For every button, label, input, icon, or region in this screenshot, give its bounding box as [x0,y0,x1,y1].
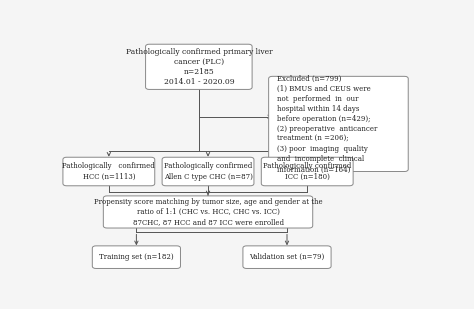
FancyBboxPatch shape [162,157,254,186]
Text: Pathologically   confirmed
HCC (n=1113): Pathologically confirmed HCC (n=1113) [63,163,155,180]
Text: Pathologically confirmed
Allen C type CHC (n=87): Pathologically confirmed Allen C type CH… [164,163,253,180]
FancyBboxPatch shape [103,196,313,228]
FancyBboxPatch shape [92,246,181,269]
FancyBboxPatch shape [269,76,408,171]
Text: Propensity score matching by tumor size, age and gender at the
ratio of 1:1 (CHC: Propensity score matching by tumor size,… [94,198,322,226]
Text: Pathologically confirmed primary liver
cancer (PLC)
n=2185
2014.01 - 2020.09: Pathologically confirmed primary liver c… [126,48,272,86]
Text: Training set (n=182): Training set (n=182) [99,253,173,261]
Text: Pathologically confirmed
ICC (n=180): Pathologically confirmed ICC (n=180) [263,163,351,180]
FancyBboxPatch shape [243,246,331,269]
FancyBboxPatch shape [63,157,155,186]
FancyBboxPatch shape [261,157,353,186]
Text: Validation set (n=79): Validation set (n=79) [249,253,325,261]
Text: Excluded (n=799)
(1) BMUS and CEUS were
not  performed  in  our
hospital within : Excluded (n=799) (1) BMUS and CEUS were … [277,74,377,173]
FancyBboxPatch shape [146,44,252,89]
